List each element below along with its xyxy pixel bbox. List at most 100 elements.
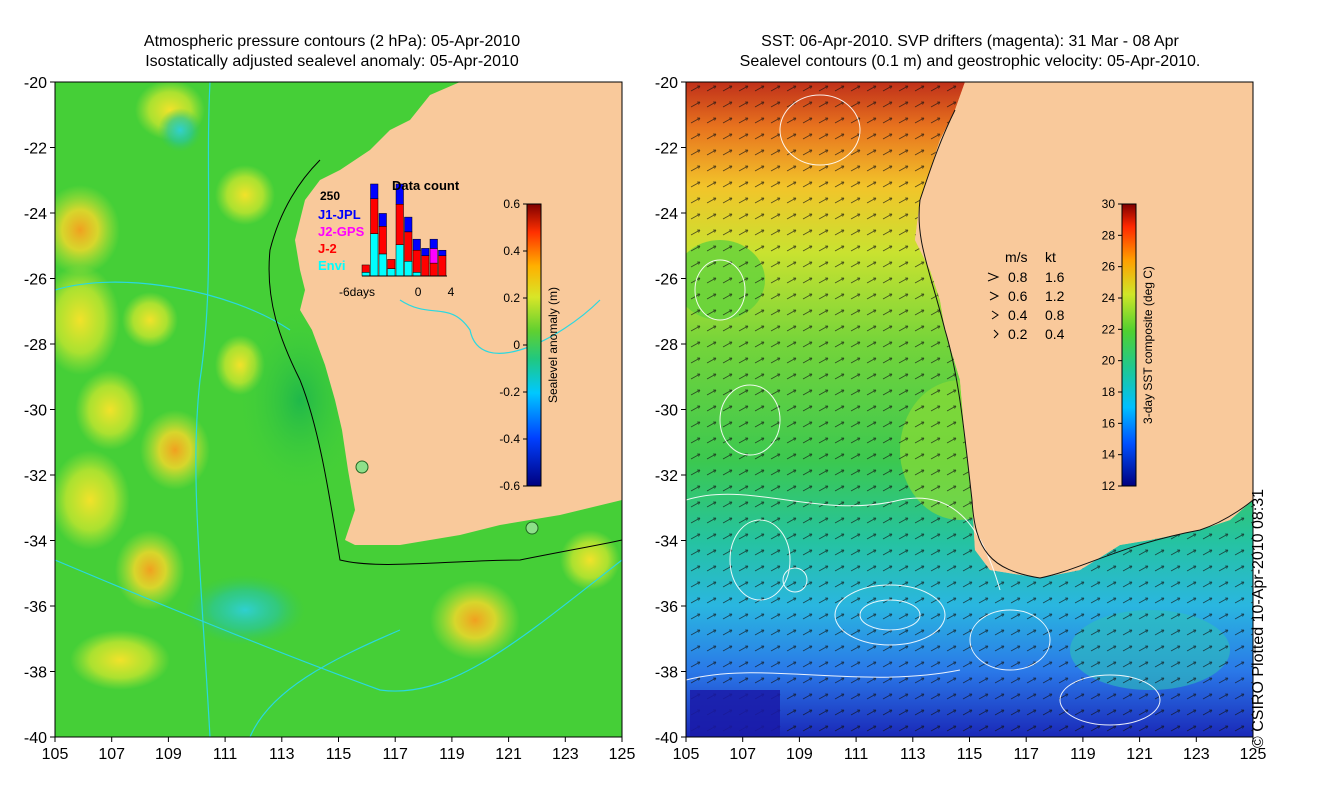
sst-colorbar-tick-label: 18 <box>1102 385 1116 399</box>
data-count-bar <box>387 268 396 277</box>
data-count-bar <box>429 238 438 249</box>
data-count-bar <box>404 261 413 277</box>
velocity-arrow-icon <box>991 310 999 320</box>
right-title-line1: SST: 06-Apr-2010. SVP drifters (magenta)… <box>761 33 1179 50</box>
left-x-tick-label: 107 <box>98 746 125 763</box>
right-x-tick-label: 115 <box>957 746 983 763</box>
left-y-tick-label: -26 <box>24 272 47 289</box>
velocity-legend-kt: 1.6 <box>1045 269 1065 285</box>
data-count-bar <box>438 249 447 257</box>
velocity-arrow-icon <box>989 291 1000 301</box>
right-x-tick-label: 107 <box>729 746 756 763</box>
left-y-tick-label: -30 <box>24 403 47 420</box>
velocity-legend-ms: 0.4 <box>1008 307 1028 323</box>
right-y-tick-label: -22 <box>655 141 678 158</box>
left-x-tick-label: 123 <box>552 746 579 763</box>
sst-colorbar-tick-label: 16 <box>1102 416 1116 430</box>
left-y-tick-label: -40 <box>24 730 47 747</box>
inset-legend-entry: J1-JPL <box>318 207 361 222</box>
inset-x-tick-label: -6days <box>339 285 375 299</box>
data-count-bar <box>378 226 387 255</box>
data-count-bar <box>412 238 421 251</box>
data-count-bar <box>378 213 387 227</box>
right-x-tick-label: 113 <box>900 746 926 763</box>
data-count-bar <box>412 272 421 277</box>
left-x-tick-label: 117 <box>382 746 408 763</box>
left-x-tick-label: 115 <box>326 746 352 763</box>
data-count-bar <box>395 244 404 277</box>
left-y-tick-label: -20 <box>24 75 47 92</box>
inset-x-tick-label: 4 <box>448 285 455 299</box>
right-y-tick-label: -38 <box>655 665 678 682</box>
right-y-tick-label: -40 <box>655 730 678 747</box>
data-count-bar <box>404 231 413 262</box>
right-x-tick-label: 105 <box>673 746 700 763</box>
left-x-tick-label: 119 <box>439 746 465 763</box>
data-count-bar <box>370 183 379 199</box>
sst-colorbar-tick-label: 12 <box>1102 479 1116 493</box>
sealevel-colorbar-tick-label: -0.4 <box>499 432 520 446</box>
velocity-legend-ms: 0.2 <box>1008 326 1028 342</box>
right-x-tick-label: 119 <box>1070 746 1096 763</box>
left-y-tick-label: -36 <box>24 599 47 616</box>
sealevel-colorbar-tick-label: 0.2 <box>503 291 520 305</box>
velocity-arrow-icon <box>987 272 1000 282</box>
shelf-contour <box>268 159 622 565</box>
pressure-contours <box>55 82 622 737</box>
sst-colorbar <box>1121 203 1137 487</box>
left-y-tick-label: -24 <box>24 206 47 223</box>
left-x-tick-label: 109 <box>155 746 182 763</box>
plot-credit: © CSIRO Plotted 10-Apr-2010 08:31 <box>1250 488 1267 748</box>
sst-colorbar-tick-label: 30 <box>1102 197 1116 211</box>
right-x-tick-label: 123 <box>1183 746 1210 763</box>
sst-map <box>686 82 1253 737</box>
data-count-bar <box>370 233 379 277</box>
sst-colorbar-tick-label: 22 <box>1102 322 1116 336</box>
inset-max-label: 250 <box>320 189 340 203</box>
inset-title: Data count <box>392 178 460 193</box>
island-marker <box>525 521 539 535</box>
left-x-tick-label: 111 <box>213 746 237 763</box>
anomaly-blobs <box>55 82 620 690</box>
right-x-tick-label: 109 <box>786 746 813 763</box>
right-x-tick-label: 125 <box>1240 746 1267 763</box>
left-title-line2: Isostatically adjusted sealevel anomaly:… <box>145 53 519 70</box>
right-y-tick-label: -24 <box>655 206 678 223</box>
velocity-legend-header-ms: m/s <box>1005 249 1028 265</box>
data-count-bar <box>361 264 370 273</box>
sst-colorbar-label: 3-day SST composite (deg C) <box>1141 266 1155 424</box>
data-count-bar <box>395 203 404 245</box>
right-x-tick-label: 117 <box>1013 746 1039 763</box>
dynamic-marks: 105 107 109 111 113 115 117 119 121 123 125 -20 -22 -… <box>24 75 1267 763</box>
data-count-bar <box>370 198 379 234</box>
sealevel-colorbar-label: Sealevel anomaly (m) <box>546 287 560 403</box>
velocity-legend-kt: 1.2 <box>1045 288 1065 304</box>
right-y-tick-label: -20 <box>655 75 678 92</box>
sealevel-colorbar-tick-label: -0.6 <box>499 479 520 493</box>
left-title-line1: Atmospheric pressure contours (2 hPa): 0… <box>143 33 521 50</box>
data-count-bar <box>361 272 370 277</box>
left-y-tick-label: -38 <box>24 665 47 682</box>
left-y-tick-label: -28 <box>24 337 47 354</box>
island-marker <box>355 460 369 474</box>
right-x-tick-label: 111 <box>844 746 868 763</box>
right-y-tick-label: -32 <box>655 468 678 485</box>
right-x-tick-label: 121 <box>1126 746 1153 763</box>
data-count-bar <box>429 262 438 277</box>
left-y-tick-label: -32 <box>24 468 47 485</box>
velocity-legend-ms: 0.8 <box>1008 269 1028 285</box>
right-y-tick-label: -28 <box>655 337 678 354</box>
inset-legend-entry: J-2 <box>318 241 337 256</box>
inset-x-tick-label: 0 <box>415 285 422 299</box>
right-title-line2: Sealevel contours (0.1 m) and geostrophi… <box>739 53 1201 70</box>
data-count-bar <box>412 249 421 273</box>
data-count-bar <box>404 216 413 233</box>
sealevel-colorbar <box>526 203 542 487</box>
data-count-bar <box>387 259 396 269</box>
right-title: SST: 06-Apr-2010. SVP drifters (magenta)… <box>690 32 1250 72</box>
sst-colorbar-tick-label: 24 <box>1102 291 1116 305</box>
sealevel-colorbar-tick-label: 0 <box>513 338 520 352</box>
right-y-tick-label: -34 <box>655 534 678 551</box>
velocity-legend-kt: 0.8 <box>1045 307 1065 323</box>
